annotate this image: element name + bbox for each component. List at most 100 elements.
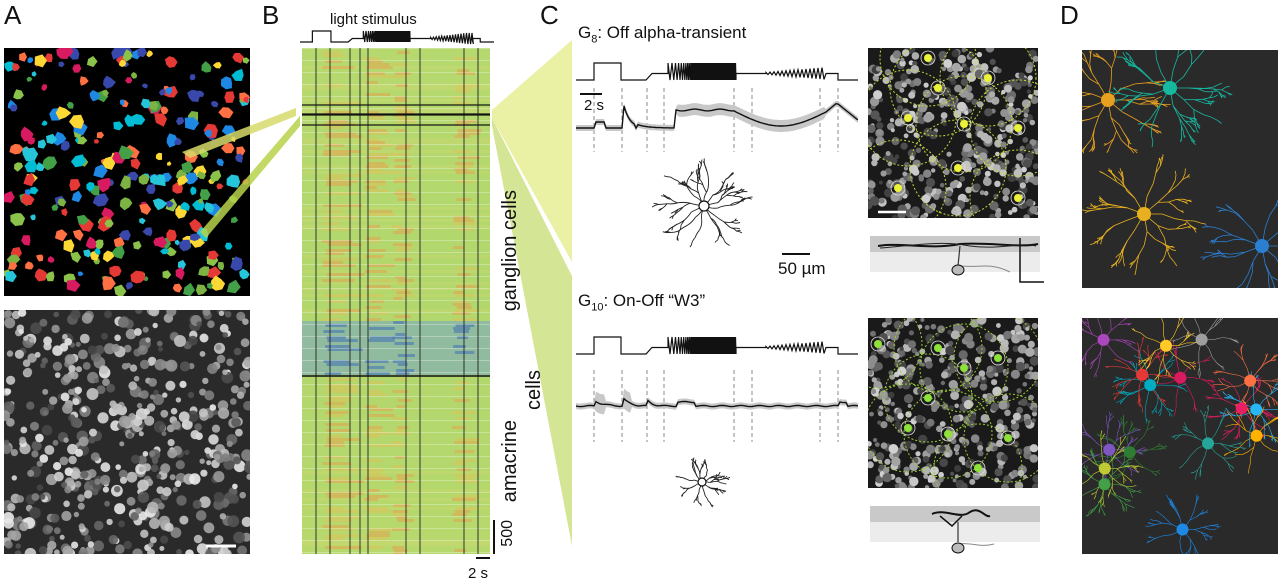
dendrite xyxy=(1121,111,1135,119)
roi-blob xyxy=(55,106,72,120)
dendrite xyxy=(1106,225,1115,231)
dendrite xyxy=(1240,349,1242,354)
dendrite xyxy=(1219,443,1230,447)
roi-blob xyxy=(57,198,67,207)
dendrite xyxy=(1115,255,1118,258)
roi-blob xyxy=(27,57,34,64)
heatmap-segment xyxy=(395,147,410,150)
highlighted-cell xyxy=(934,344,942,352)
fov-cell xyxy=(1002,386,1009,392)
dendrite xyxy=(1182,176,1188,181)
dendrite xyxy=(1209,94,1213,99)
dendrite xyxy=(1157,378,1159,384)
cell-soma xyxy=(83,490,93,499)
fov-cell xyxy=(1007,210,1013,215)
cell-soma xyxy=(147,501,159,514)
roi-blob xyxy=(14,162,24,172)
dendrite xyxy=(1194,407,1197,413)
dendrite xyxy=(1180,360,1185,365)
fov-cell xyxy=(901,380,911,390)
dendrite xyxy=(1130,60,1133,64)
fov-cell xyxy=(923,169,932,178)
cell-soma xyxy=(142,463,151,472)
fov-cell xyxy=(885,318,892,323)
roi-blob xyxy=(204,129,212,138)
dendrite xyxy=(1118,377,1123,380)
heatmap-segment xyxy=(324,444,345,447)
dendrite xyxy=(1229,338,1235,341)
dendrite xyxy=(1141,363,1146,369)
cell-soma xyxy=(218,310,225,316)
heatmap-row xyxy=(302,135,490,138)
dendrite xyxy=(1100,171,1105,174)
cell-soma xyxy=(70,310,81,320)
heatmap-gridline xyxy=(302,336,490,337)
dendrite xyxy=(1233,350,1237,354)
dendrite xyxy=(1188,434,1198,439)
roi-blob xyxy=(61,48,74,57)
dendrite xyxy=(1131,260,1136,264)
dendrite xyxy=(1122,366,1132,370)
dendrite xyxy=(1128,63,1134,67)
heatmap-row xyxy=(302,459,490,462)
fov-cell xyxy=(922,456,930,463)
fov-cell xyxy=(1000,141,1007,148)
dendrite xyxy=(1181,200,1185,203)
cell-soma xyxy=(79,333,90,344)
fov-cell xyxy=(929,130,938,140)
fov-cell xyxy=(880,442,888,449)
fov-cell xyxy=(891,214,898,218)
dendrite xyxy=(1090,450,1092,455)
heatmap-row xyxy=(302,237,490,240)
dendrite xyxy=(1263,411,1267,414)
dendrite xyxy=(1149,112,1156,120)
dendrite xyxy=(1220,252,1232,255)
dendrite xyxy=(718,489,722,492)
dendrite xyxy=(1202,97,1210,100)
dendrite xyxy=(1260,411,1263,415)
fov-cell xyxy=(923,377,932,386)
dendrite xyxy=(1115,99,1118,103)
heatmap-row xyxy=(302,204,490,207)
dendrite xyxy=(1177,208,1182,212)
field-of-view-g10 xyxy=(868,318,1038,488)
fov-cell xyxy=(918,174,924,180)
cell-soma xyxy=(136,402,143,409)
dendrite xyxy=(1099,198,1102,201)
cell-soma xyxy=(94,478,101,485)
heatmap-row xyxy=(302,330,490,333)
cell-soma xyxy=(196,543,208,554)
dendrite xyxy=(1232,209,1239,215)
heatmap-segment xyxy=(395,189,408,192)
roi-blob xyxy=(46,133,57,145)
fov-cell xyxy=(1021,166,1027,173)
roi-outline xyxy=(900,420,916,436)
dendrite xyxy=(1275,232,1278,235)
heatmap-row xyxy=(302,309,490,312)
fov-cell xyxy=(1000,454,1008,462)
dendrite xyxy=(1211,386,1215,391)
heatmap-segment xyxy=(368,414,395,417)
dendrite xyxy=(1197,463,1202,471)
dendrite xyxy=(1141,447,1145,450)
dendrite xyxy=(1155,535,1163,539)
heatmap-row xyxy=(302,471,490,474)
heatmap-segment xyxy=(369,408,394,411)
soma xyxy=(1097,333,1110,346)
dendrite xyxy=(1088,115,1100,120)
dendrite xyxy=(1112,457,1115,460)
fov-cell xyxy=(1023,159,1032,168)
dendrite xyxy=(1100,436,1104,441)
heatmap-segment xyxy=(324,372,342,375)
dendrite xyxy=(1264,214,1271,229)
fov-cell xyxy=(970,162,977,168)
roi-blob xyxy=(162,270,172,279)
heatmap-row xyxy=(302,198,490,201)
dendrite xyxy=(734,190,740,193)
dendrite xyxy=(1089,57,1091,65)
fov-cell xyxy=(909,476,919,487)
dendrite xyxy=(1263,418,1270,427)
dendrite xyxy=(1107,421,1110,429)
heatmap-gridline xyxy=(302,72,490,73)
heatmap-segment xyxy=(322,462,351,465)
